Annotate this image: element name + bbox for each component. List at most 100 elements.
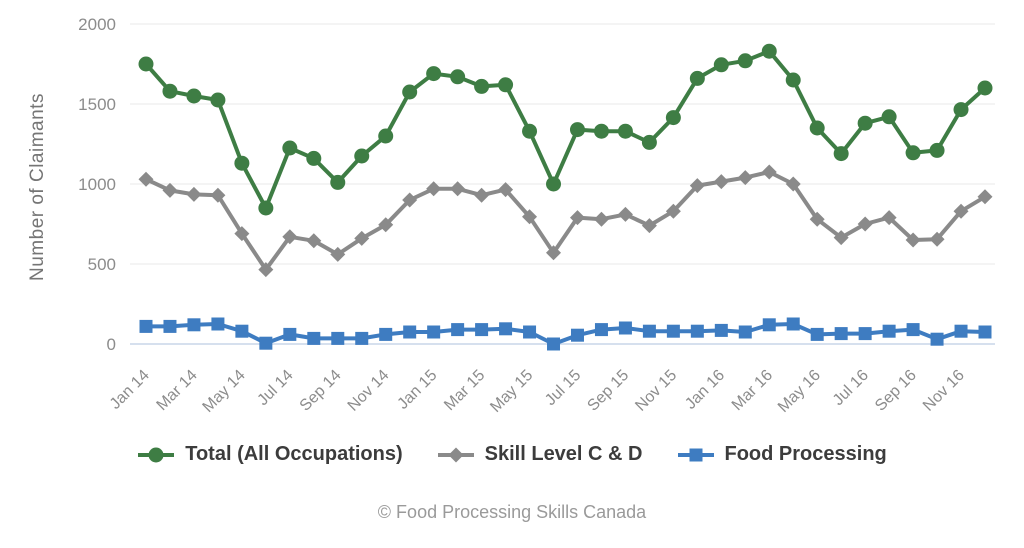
copyright-caption: © Food Processing Skills Canada [377, 502, 647, 522]
data-point-1-6 [282, 229, 298, 245]
y-tick-label: 1000 [78, 175, 116, 194]
data-point-0-18 [569, 122, 585, 138]
data-point-1-29 [833, 230, 849, 246]
data-point-0-11 [402, 84, 418, 100]
data-point-1-9 [354, 230, 370, 246]
x-tick-label: Nov 15 [632, 367, 680, 415]
data-point-1-30 [857, 216, 873, 232]
data-point-1-1 [162, 182, 178, 198]
data-point-2-18 [570, 328, 584, 342]
legend-marker-diamond-icon [437, 447, 474, 462]
data-point-0-35 [977, 80, 993, 96]
data-point-2-23 [690, 324, 704, 338]
data-point-0-3 [210, 92, 226, 108]
legend-marker-circle-icon [138, 447, 175, 462]
data-point-1-10 [378, 217, 394, 233]
x-tick-label: Jan 16 [682, 367, 728, 413]
data-point-2-34 [954, 324, 968, 338]
x-tick-label: Jul 14 [254, 367, 296, 409]
data-point-0-17 [546, 176, 562, 192]
x-tick-label: May 16 [775, 367, 824, 416]
data-point-2-25 [738, 325, 752, 339]
data-point-0-10 [378, 128, 394, 144]
legend-label-total: Total (All Occupations) [185, 443, 403, 465]
data-point-1-20 [617, 206, 633, 222]
data-point-0-1 [162, 83, 178, 99]
series-line-1 [144, 170, 987, 272]
data-point-2-8 [331, 331, 345, 345]
x-tick-label: Nov 16 [920, 367, 968, 415]
data-point-1-16 [522, 209, 538, 225]
data-point-1-11 [402, 192, 418, 208]
data-point-2-9 [355, 331, 369, 345]
data-point-0-20 [617, 123, 633, 139]
data-point-0-26 [761, 43, 777, 59]
data-point-1-12 [426, 181, 442, 197]
data-point-1-27 [785, 176, 801, 192]
data-point-1-0 [138, 171, 154, 187]
data-point-1-32 [905, 232, 921, 248]
data-point-2-13 [451, 323, 465, 337]
data-point-0-6 [282, 140, 298, 156]
data-point-2-15 [499, 322, 513, 336]
data-point-2-0 [139, 319, 153, 333]
data-point-0-31 [881, 109, 897, 125]
data-point-2-5 [259, 336, 273, 350]
data-point-1-31 [881, 210, 897, 226]
data-point-1-28 [809, 211, 825, 227]
data-point-1-8 [330, 246, 346, 262]
data-point-1-4 [234, 226, 250, 242]
data-point-1-26 [761, 164, 777, 180]
data-point-2-17 [547, 337, 561, 351]
legend-label-skill-cd: Skill Level C & D [484, 443, 643, 465]
data-point-2-12 [427, 325, 441, 339]
data-point-0-28 [809, 120, 825, 136]
data-point-1-33 [929, 231, 945, 247]
data-point-0-12 [426, 66, 442, 82]
data-point-0-24 [713, 57, 729, 73]
data-point-0-29 [833, 146, 849, 162]
data-point-0-14 [474, 78, 490, 94]
data-point-2-30 [858, 327, 872, 341]
data-point-0-21 [641, 134, 657, 150]
data-point-1-24 [713, 174, 729, 190]
x-tick-label: May 14 [200, 367, 249, 416]
data-point-2-32 [906, 323, 920, 337]
x-tick-label: Mar 14 [154, 367, 201, 414]
data-point-0-8 [330, 174, 346, 190]
data-point-0-19 [593, 123, 609, 139]
y-tick-label: 2000 [78, 15, 116, 34]
data-point-0-4 [234, 155, 250, 171]
data-point-0-15 [498, 77, 514, 93]
data-point-0-0 [138, 56, 154, 72]
data-point-2-2 [187, 318, 201, 332]
data-point-2-24 [714, 323, 728, 337]
data-point-2-10 [379, 327, 393, 341]
x-tick-label: Jul 16 [830, 367, 872, 409]
data-point-1-25 [737, 170, 753, 186]
data-point-2-33 [930, 332, 944, 346]
data-point-2-20 [618, 321, 632, 335]
legend-marker-square-icon [677, 448, 714, 461]
data-point-1-17 [546, 245, 562, 261]
data-point-2-28 [810, 327, 824, 341]
x-tick-label: Jan 14 [107, 367, 153, 413]
data-point-1-21 [641, 218, 657, 234]
data-point-1-2 [186, 186, 202, 202]
data-point-2-4 [235, 324, 249, 338]
y-axis-title: Number of Claimants [27, 93, 48, 281]
x-tick-label: Jan 15 [394, 367, 440, 413]
data-point-0-13 [450, 69, 466, 85]
legend-item-skill-cd: Skill Level C & D [437, 443, 643, 466]
legend-label-food-processing: Food Processing [724, 443, 887, 465]
x-tick-label: Sep 16 [872, 367, 920, 415]
data-point-0-34 [953, 102, 969, 118]
data-point-0-9 [354, 148, 370, 164]
legend-item-total: Total (All Occupations) [137, 443, 403, 466]
data-point-2-29 [834, 327, 848, 341]
x-tick-label: May 15 [487, 367, 536, 416]
data-point-2-27 [786, 317, 800, 331]
data-point-2-11 [403, 325, 417, 339]
data-point-2-19 [594, 323, 608, 337]
data-point-0-22 [665, 110, 681, 126]
